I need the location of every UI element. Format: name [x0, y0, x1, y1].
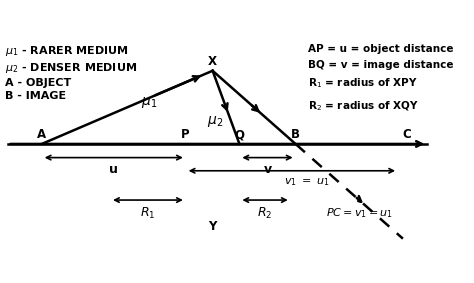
Text: A: A — [37, 128, 46, 141]
Text: u: u — [109, 164, 118, 177]
Text: Q: Q — [235, 128, 245, 141]
Text: P: P — [181, 128, 189, 141]
Text: BQ = v = image distance: BQ = v = image distance — [308, 60, 453, 70]
Text: $R_1$: $R_1$ — [140, 206, 155, 221]
Text: B - IMAGE: B - IMAGE — [5, 91, 66, 101]
Text: $v_1\ =\ u_1$: $v_1\ =\ u_1$ — [283, 177, 329, 188]
Text: C: C — [402, 128, 410, 141]
Text: A - OBJECT: A - OBJECT — [5, 78, 72, 88]
Text: R$_1$ = radius of XPY: R$_1$ = radius of XPY — [308, 76, 417, 90]
Text: $\mu_2$ - DENSER MEDIUM: $\mu_2$ - DENSER MEDIUM — [5, 61, 137, 75]
Text: X: X — [208, 55, 217, 68]
Text: $PC = v_1 = u_1$: $PC = v_1 = u_1$ — [326, 206, 392, 220]
Text: $\mu_1$ - RARER MEDIUM: $\mu_1$ - RARER MEDIUM — [5, 44, 129, 58]
Text: $\mu_2$: $\mu_2$ — [207, 115, 223, 130]
Text: $R_2$: $R_2$ — [257, 206, 273, 221]
Text: v: v — [264, 164, 272, 177]
Text: $\mu_1$: $\mu_1$ — [141, 95, 157, 110]
Text: B: B — [291, 128, 300, 141]
Text: R$_2$ = radius of XQY: R$_2$ = radius of XQY — [308, 99, 419, 113]
Text: AP = u = object distance: AP = u = object distance — [308, 44, 453, 54]
Text: Y: Y — [209, 220, 217, 233]
